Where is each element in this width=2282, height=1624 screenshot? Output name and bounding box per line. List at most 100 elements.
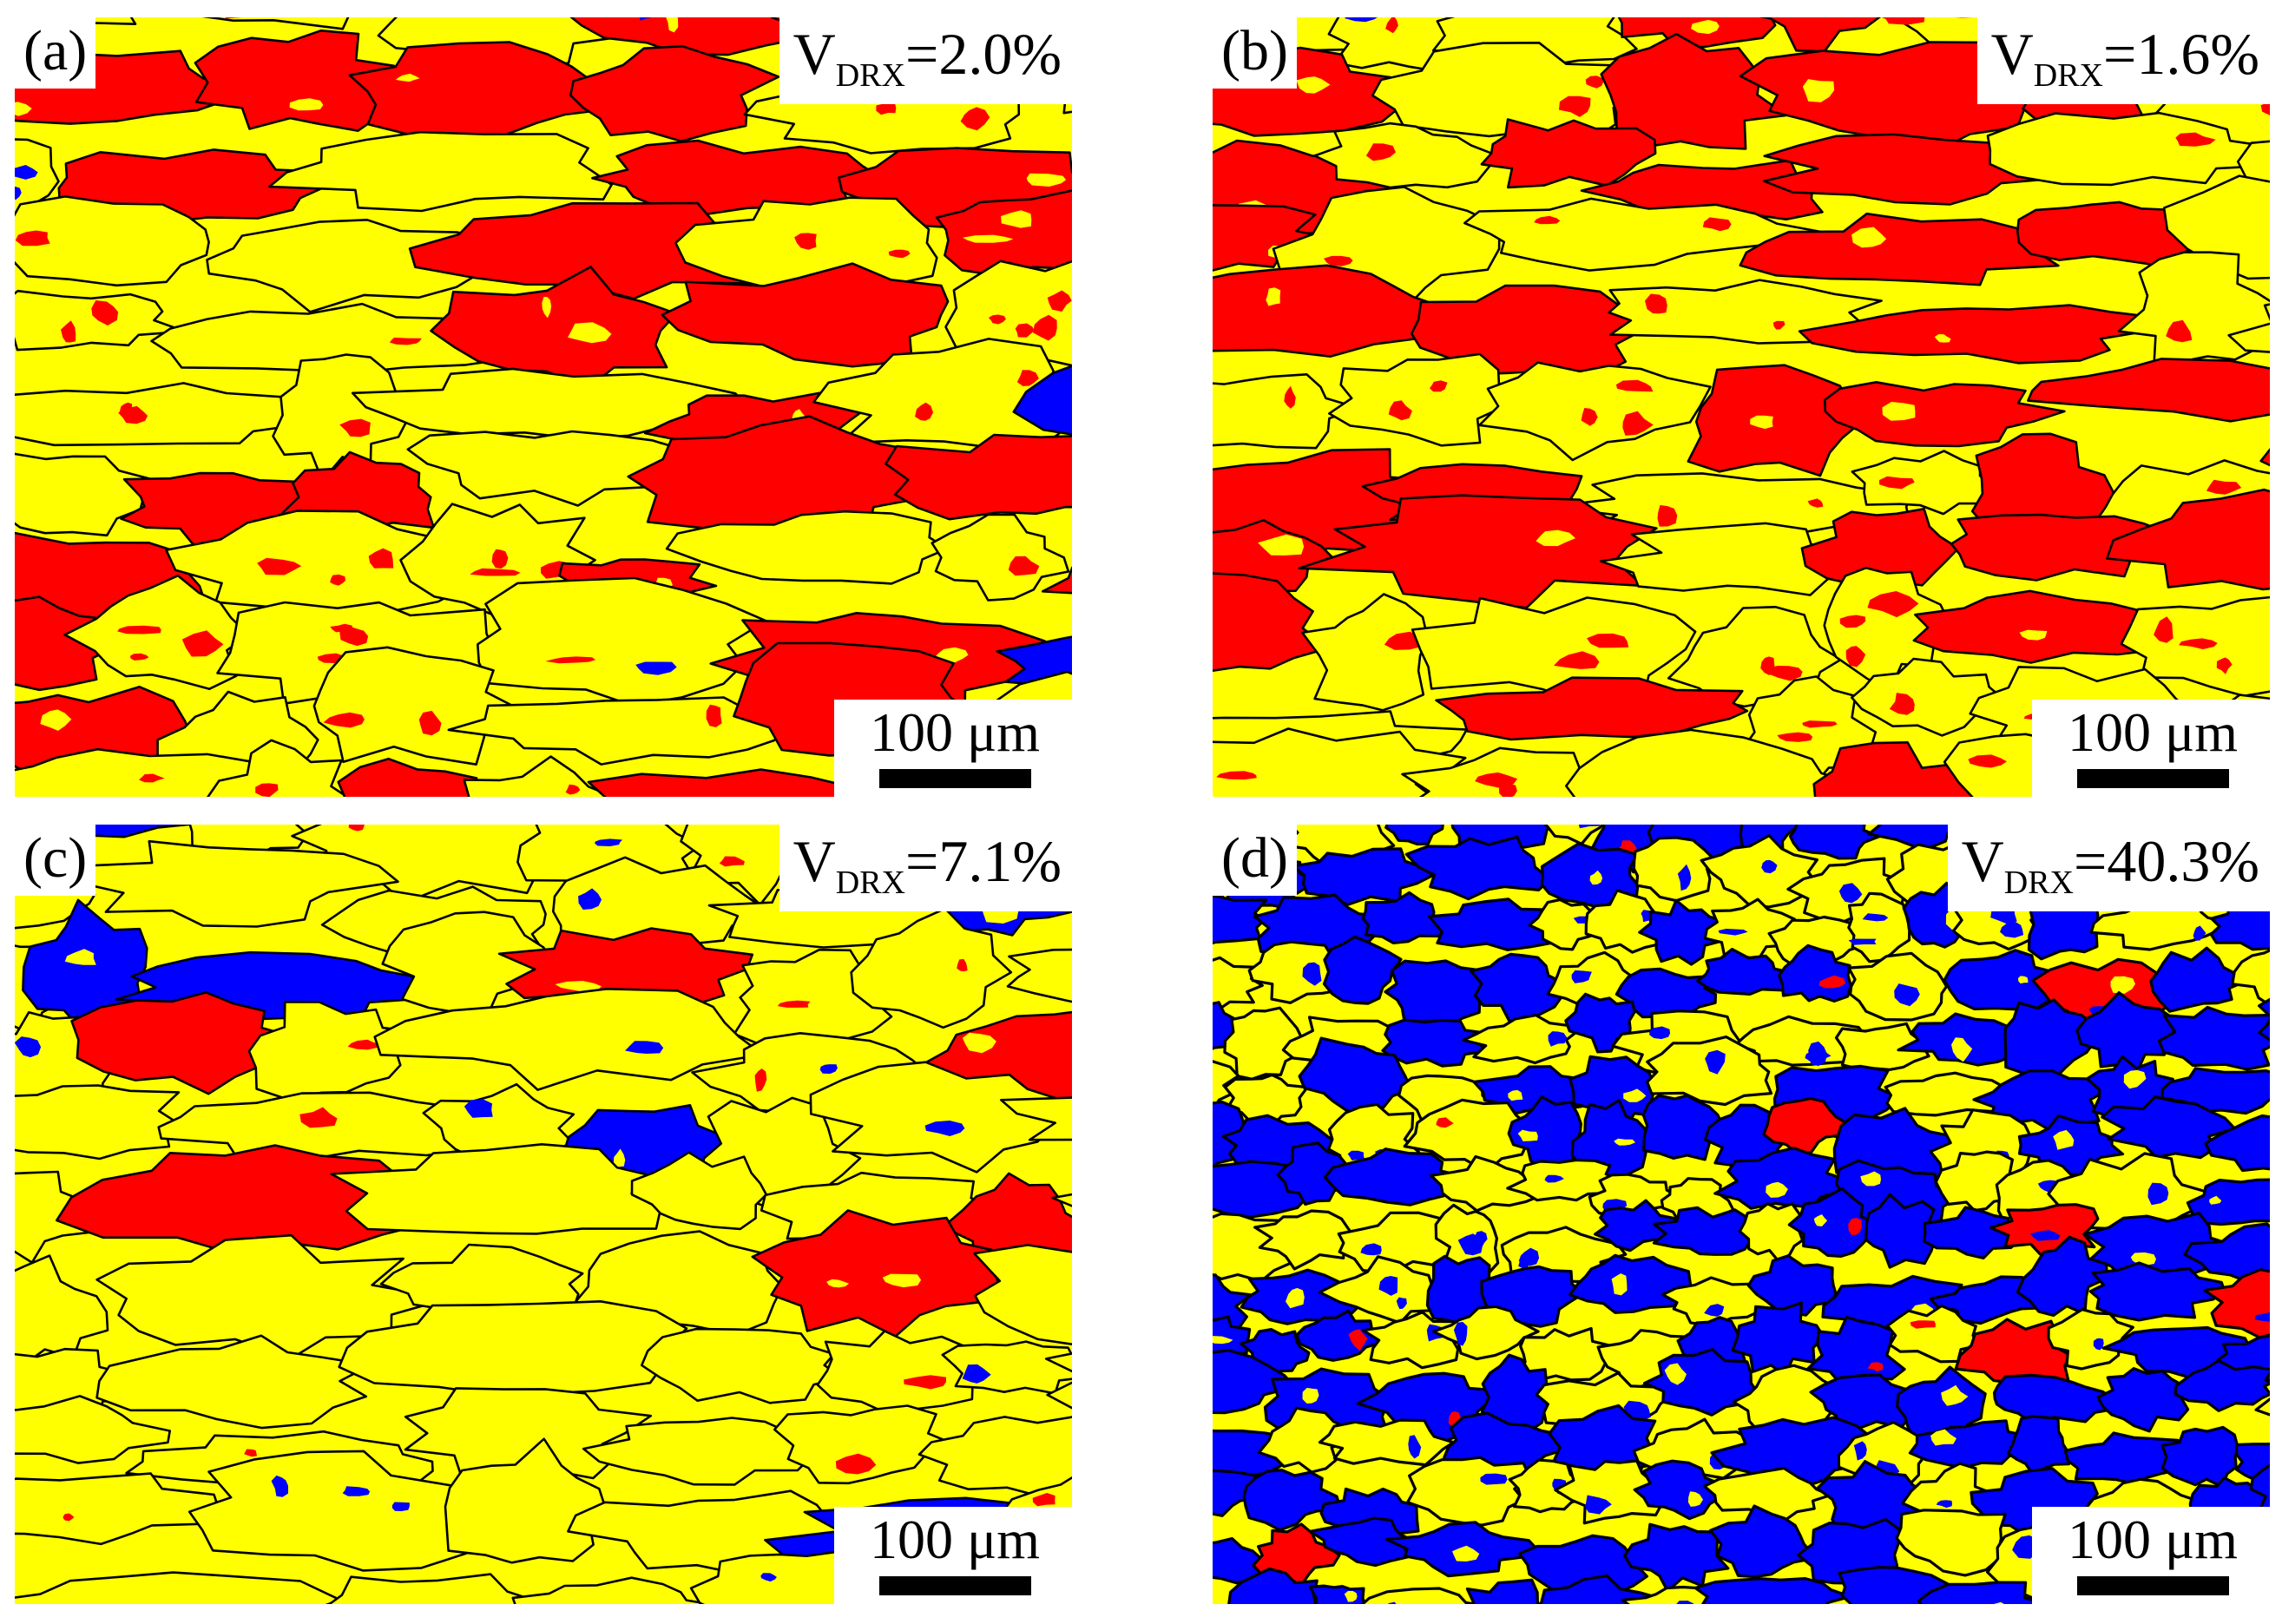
phase-speckle [1534, 215, 1561, 225]
phase-speckle [565, 784, 581, 795]
phase-speckle [2123, 1069, 2147, 1089]
phase-speckle [1910, 1320, 1936, 1329]
grain [1824, 381, 2066, 448]
phase-speckle [962, 1364, 991, 1384]
phase-speckle [1718, 929, 1748, 936]
grain [15, 1571, 341, 1604]
grain [1463, 197, 1833, 272]
grain [70, 991, 306, 1095]
grain [1539, 1574, 1666, 1604]
phase-speckle [1266, 287, 1281, 306]
phase-speckle [777, 1000, 811, 1008]
grain [1912, 589, 2190, 664]
grain [1950, 513, 2168, 582]
grain [1851, 450, 1991, 516]
phase-speckle [1344, 1590, 1358, 1602]
grain [973, 1244, 1072, 1346]
grain [1301, 593, 1429, 712]
grain [1851, 657, 2003, 737]
phase-speckle [1750, 415, 1773, 430]
grain [15, 1395, 171, 1464]
phase-speckle [794, 233, 817, 250]
phase-speckle [545, 656, 595, 664]
grain-map-c [15, 825, 1072, 1604]
grain [1430, 1154, 1543, 1213]
grain [1462, 1014, 1577, 1065]
grain [1847, 891, 1911, 963]
phase-speckle [1388, 1601, 1397, 1604]
grain [1213, 264, 1447, 358]
phase-speckle [1622, 411, 1654, 436]
phase-speckle [1536, 529, 1576, 547]
grain [1381, 1018, 1490, 1068]
phase-speckle [924, 1121, 965, 1136]
phase-speckle [754, 1068, 767, 1092]
grain [1213, 727, 1467, 797]
grain [15, 195, 210, 287]
grain [885, 433, 1072, 521]
grain [1687, 364, 1864, 477]
grain [2003, 998, 2097, 1085]
grain [1703, 897, 1796, 962]
phase-speckle [1518, 1247, 1540, 1266]
vdrx-label-d: VDRX=40.3% [1947, 825, 2270, 911]
grain [1213, 373, 1360, 450]
grain [641, 1327, 844, 1404]
grain [1404, 835, 1552, 901]
grain [406, 430, 710, 507]
grain [348, 41, 619, 137]
grain [630, 1151, 768, 1231]
phase-speckle [625, 1041, 664, 1054]
phase-speckle [339, 418, 371, 437]
phase-speckle [1704, 1304, 1725, 1317]
phase-speckle [1571, 970, 1592, 983]
phase-speckle [2166, 319, 2193, 343]
grain [751, 1209, 1012, 1338]
phase-speckle [835, 1453, 877, 1475]
phase-speckle [1517, 1129, 1538, 1141]
grain [582, 1417, 819, 1486]
phase-speckle [1016, 370, 1039, 386]
grain [1641, 1094, 1725, 1161]
grain [2183, 1222, 2270, 1283]
grain [404, 1387, 653, 1480]
phase-speckle [129, 653, 149, 661]
grain [1044, 1352, 1072, 1410]
phase-speckle [1657, 504, 1678, 527]
phase-speckle [1578, 825, 1600, 829]
phase-speckle [1587, 633, 1629, 648]
phase-speckle [2209, 1195, 2222, 1205]
grain [1652, 1206, 1753, 1256]
grain [95, 1334, 372, 1430]
phase-speckle [1848, 938, 1877, 945]
phase-speckle [1286, 1287, 1305, 1309]
phase-speckle [1408, 1435, 1422, 1459]
grain [337, 757, 478, 797]
grain [1993, 1373, 2123, 1424]
phase-speckle [117, 625, 161, 634]
grain [1213, 519, 1333, 593]
phase-speckle [368, 548, 394, 569]
phase-speckle [1480, 1473, 1508, 1485]
phase-speckle [1508, 1089, 1523, 1101]
phase-speckle [1664, 1363, 1687, 1385]
phase-speckle [1807, 498, 1824, 508]
grain [327, 1573, 541, 1604]
phase-speckle [181, 630, 224, 657]
grain [996, 635, 1072, 688]
phase-speckle [1585, 76, 1604, 89]
panel-d: (d) VDRX=40.3% 100 μm [1213, 825, 2270, 1604]
grain [941, 1340, 1072, 1395]
grain [1213, 894, 1268, 945]
scale-text-c: 100 μm [869, 1509, 1041, 1570]
phase-speckle [1623, 1088, 1647, 1102]
grain [2231, 949, 2270, 1008]
phase-speckle [1324, 255, 1353, 266]
grain [1599, 522, 1880, 596]
phase-speckle [244, 1449, 258, 1457]
grain [1276, 1141, 1348, 1206]
phase-speckle [61, 320, 76, 343]
grain [1298, 1036, 1412, 1115]
phase-speckle [271, 1475, 288, 1497]
grain [330, 1143, 662, 1235]
